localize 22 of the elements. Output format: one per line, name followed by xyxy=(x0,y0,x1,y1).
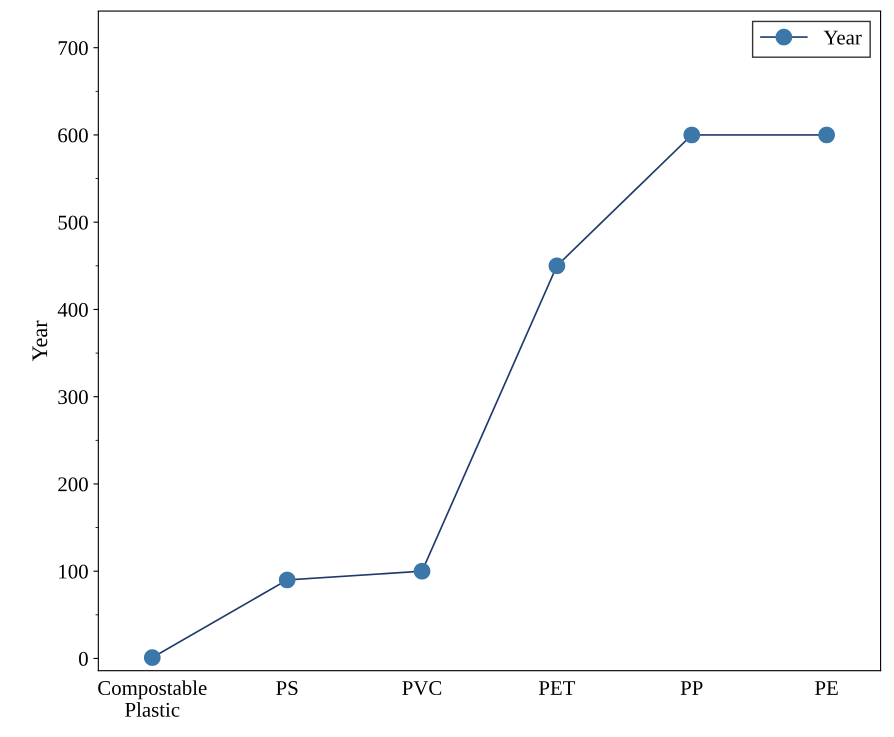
x-tick-label: PP xyxy=(680,681,703,695)
y-tick-label: 0 xyxy=(78,652,88,666)
x-tick-label: PE xyxy=(815,681,838,695)
y-tick-label: 700 xyxy=(58,41,88,56)
y-axis-title: Year xyxy=(32,320,48,362)
legend-label: Year xyxy=(824,30,862,45)
point xyxy=(548,257,566,274)
y-tick-label: 600 xyxy=(58,128,88,142)
x-tick-label: Compostable Plastic xyxy=(98,680,207,717)
y-tick-label: 100 xyxy=(59,564,88,579)
x-tick-label: PS xyxy=(276,681,298,696)
y-tick-label: 400 xyxy=(58,302,88,317)
y-tick-label: 200 xyxy=(58,477,88,492)
y-tick-label: 300 xyxy=(58,390,88,404)
y-tick-label: 500 xyxy=(58,216,88,230)
point xyxy=(818,126,835,144)
x-tick-label: PVC xyxy=(402,681,442,696)
point xyxy=(414,562,430,580)
point xyxy=(278,572,296,588)
point xyxy=(683,126,700,144)
x-tick-label: PET xyxy=(538,681,576,695)
point xyxy=(144,649,161,666)
